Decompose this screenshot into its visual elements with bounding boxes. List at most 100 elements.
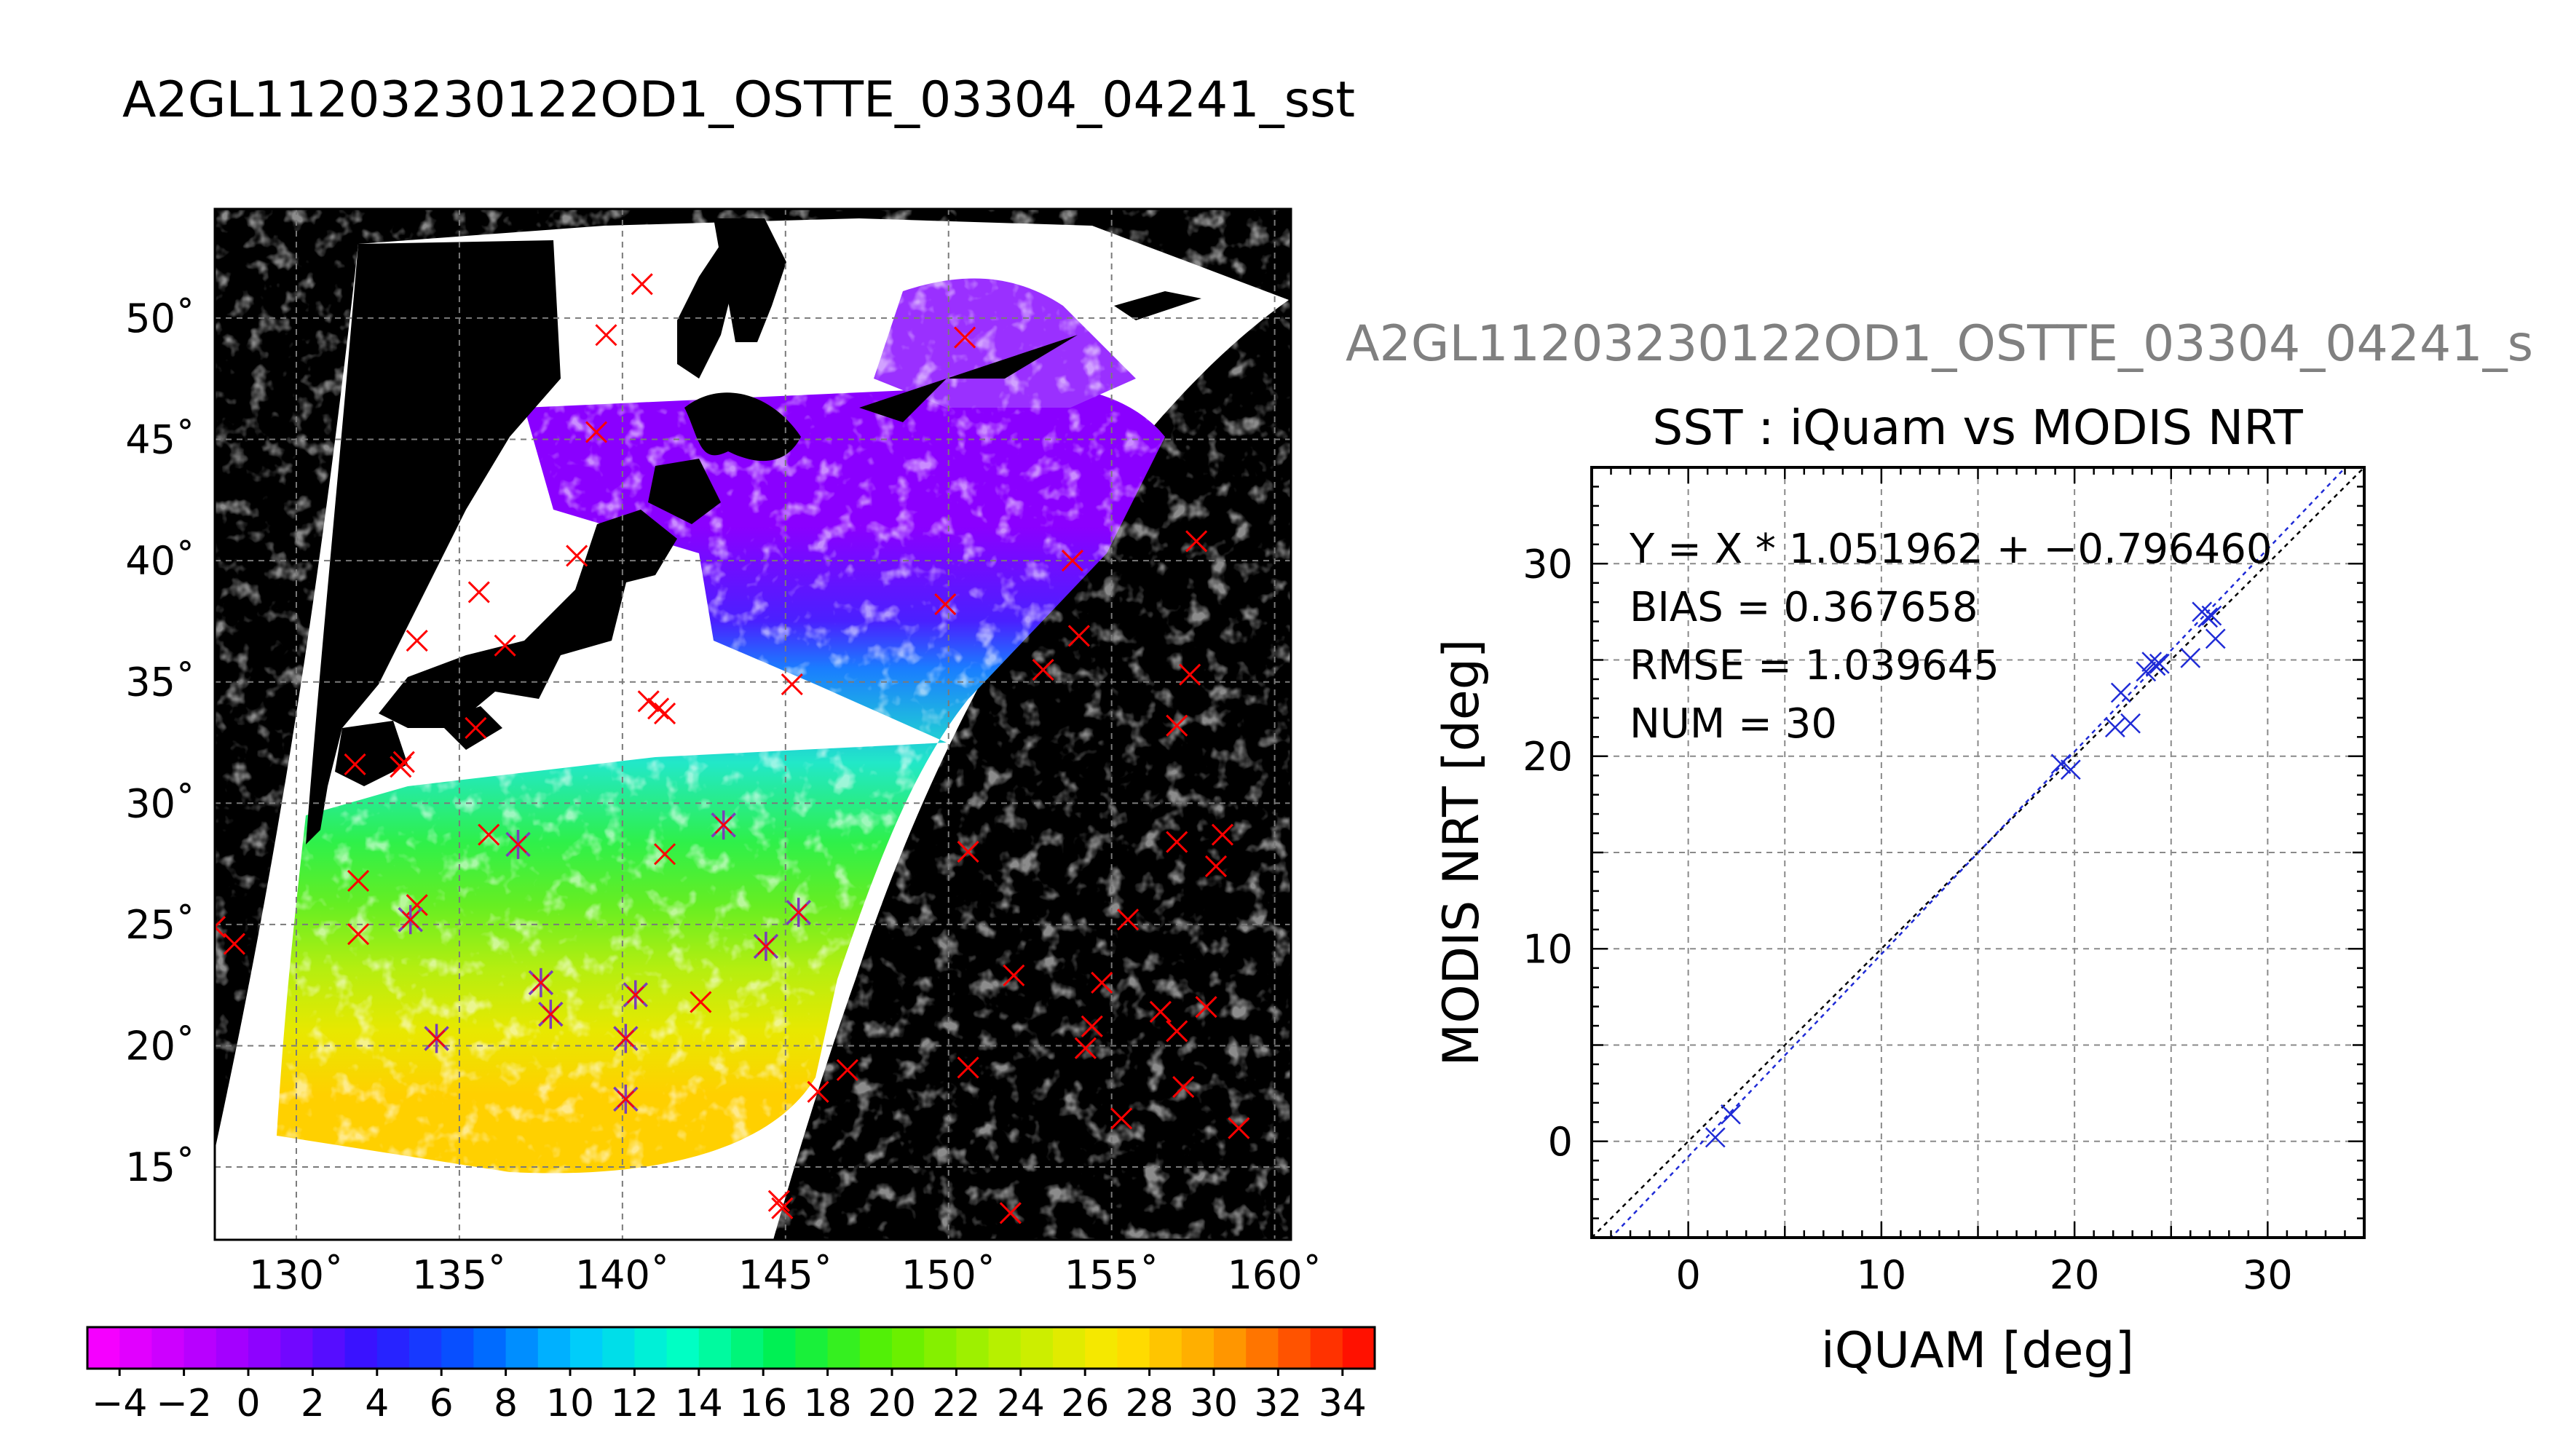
map-marker [1166,831,1188,853]
colorbar-cell [248,1327,281,1369]
colorbar-cell [87,1327,120,1369]
map-marker [566,545,588,567]
scatter-y-tick-label: 20 [1523,734,1573,780]
scatter-x-tick-label: 20 [2050,1252,2100,1298]
map-marker [390,756,412,778]
colorbar-cell [859,1327,893,1369]
colorbar-cell [344,1327,378,1369]
scatter-point [2110,682,2131,703]
map-marker [631,273,653,296]
colorbar-cell [892,1327,925,1369]
colorbar-tick-label: 8 [494,1382,518,1425]
scatter-point [2060,759,2081,780]
map-marker [532,973,550,992]
map-y-tick-label: 25˚ [125,902,195,948]
scatter-title: SST : iQuam vs MODIS NRT [1652,400,2303,456]
regression-line [1609,467,2347,1238]
map-marker [714,816,732,834]
map-marker [654,702,676,725]
map-marker [1003,964,1025,986]
colorbar-tick-label: −4 [92,1382,148,1425]
colorbar-tick-label: 14 [675,1382,723,1425]
map-x-tick-labels: 130˚ 135˚ 140˚ 145˚ 150˚ 155˚ 160˚ [249,1252,1322,1298]
colorbar-tick-label: 32 [1254,1382,1302,1425]
colorbar-cell [1117,1327,1150,1369]
map-x-tick-label: 130˚ [249,1252,344,1298]
colorbar-cell [1053,1327,1086,1369]
map-marker [1204,855,1228,877]
map-x-tick-label: 155˚ [1065,1252,1159,1298]
map-marker [954,326,976,349]
scatter-point [2145,655,2166,676]
map-marker [1149,1000,1172,1023]
colorbar-cell [1085,1327,1118,1369]
colorbar-cell [1310,1327,1343,1369]
scatter-x-axis-label: iQUAM [deg] [1821,1322,2134,1380]
colorbar-tick-label: 12 [610,1382,658,1425]
map-marker [1166,1020,1188,1042]
colorbar-cell [409,1327,442,1369]
map-marker [465,716,487,740]
colorbar-tick-label: −2 [156,1382,212,1425]
colorbar-cell [151,1327,185,1369]
map-marker [957,1056,979,1079]
map-panel: 130˚ 135˚ 140˚ 145˚ 150˚ 155˚ 160˚ 15˚ 20˚ 25˚ 30… [125,207,1322,1298]
colorbar-cell [1149,1327,1182,1369]
map-marker [467,581,490,604]
colorbar-cell [1181,1327,1215,1369]
colorbar-tick-label: 16 [739,1382,787,1425]
colorbar-tick-label: 22 [932,1382,980,1425]
map-x-tick-label: 150˚ [901,1252,996,1298]
stats-equation: Y = X * 1.051962 + −0.796460 [1629,526,2272,573]
map-marker [1067,625,1090,647]
colorbar-cell [634,1327,668,1369]
colorbar-tick-label: 6 [430,1382,454,1425]
map-y-tick-label: 30˚ [125,780,195,826]
scatter-y-tick-labels: 0 10 20 30 [1523,541,1573,1165]
scatter-point [1705,1127,1726,1148]
stats-rmse: RMSE = 1.039645 [1630,642,1999,689]
map-marker [1172,1076,1195,1099]
colorbar-cell [537,1327,571,1369]
map-marker [690,991,712,1013]
map-marker [626,986,644,1004]
map-marker [767,1190,790,1212]
map-marker [654,843,676,866]
colorbar-cell [473,1327,507,1369]
map-marker [478,823,500,846]
map-marker [934,593,957,616]
map-marker [494,634,516,657]
scatter-point [2149,653,2170,674]
map-marker [509,836,527,853]
colorbar-tick-labels: −4 −2 0 2 4 6 8 10 12 14 16 18 20 22 24 26 28 30 32 34 [92,1369,1367,1425]
scatter-panel: A2GL11203230122OD1_OSTTE_03304_04241_s S… [1346,315,2533,1380]
colorbar-tick-label: 10 [546,1382,594,1425]
scatter-x-tick-label: 30 [2243,1252,2293,1298]
map-marker [401,911,419,929]
colorbar-cell [956,1327,990,1369]
map-marker [957,840,979,863]
scatter-point [2205,628,2226,649]
map-marker [427,1029,446,1048]
map-marker [1091,971,1113,994]
colorbar-tick-label: 20 [868,1382,916,1425]
colorbar-cell [1246,1327,1279,1369]
map-marker [1195,996,1217,1018]
map-marker [617,1090,635,1108]
map-marker [1185,530,1208,553]
colorbar-cell [988,1327,1022,1369]
map-marker [1166,714,1188,737]
map-marker [807,1080,829,1103]
map-marker [344,753,366,776]
map-marker [836,1059,858,1081]
scatter-x-tick-label: 10 [1857,1252,1907,1298]
map-x-tick-label: 145˚ [738,1252,833,1298]
map-marker [1061,550,1083,572]
map-y-tick-label: 35˚ [125,660,195,705]
colorbar-tick-label: 34 [1319,1382,1367,1425]
scatter-x-tick-labels: 0 10 20 30 [1675,1252,2292,1298]
colorbar-cell [441,1327,474,1369]
colorbar-cell [216,1327,249,1369]
colorbar-cell [119,1327,152,1369]
